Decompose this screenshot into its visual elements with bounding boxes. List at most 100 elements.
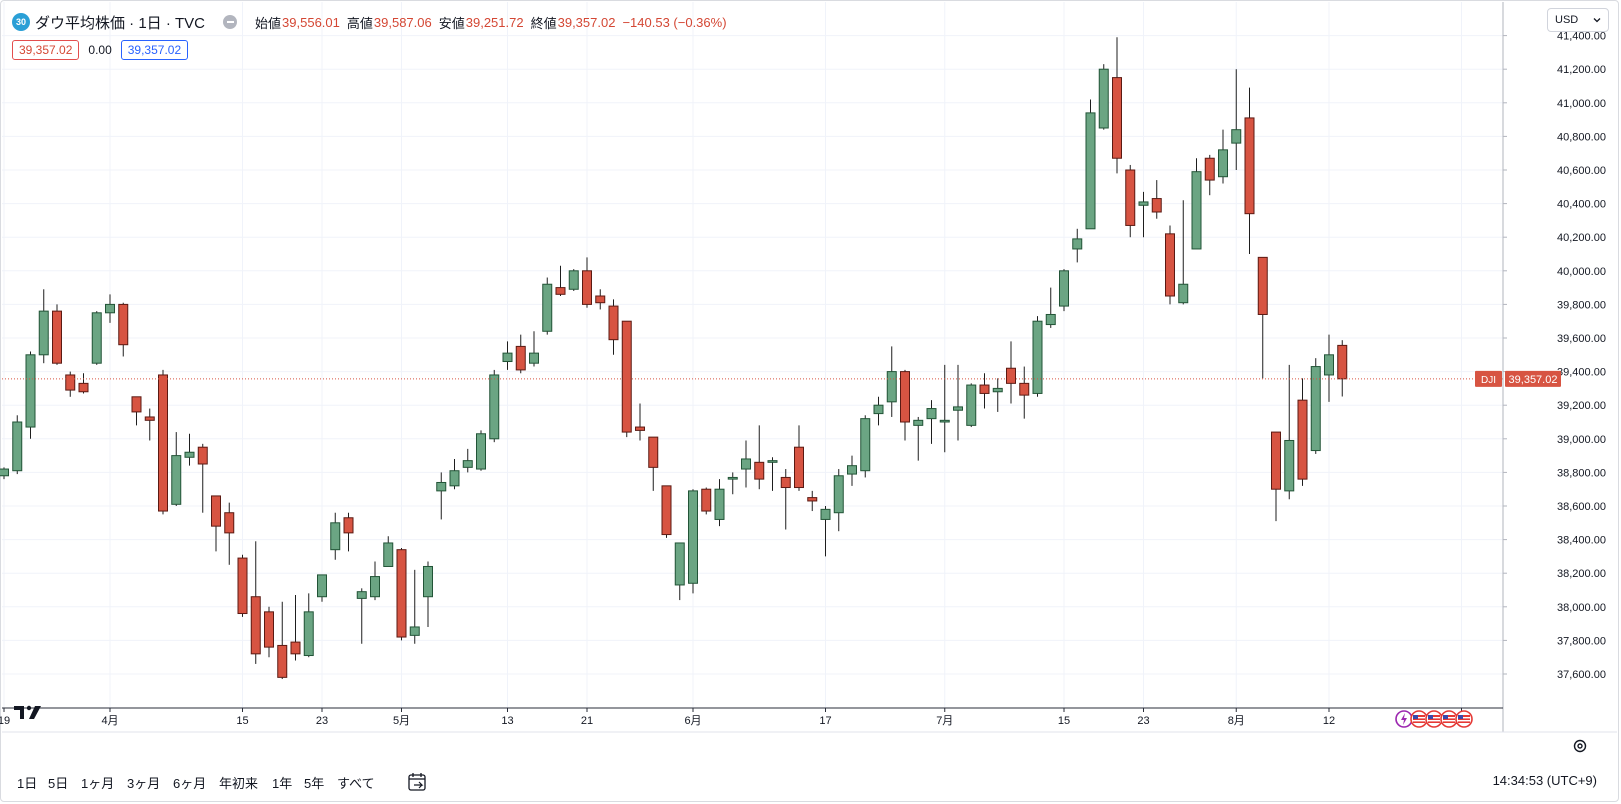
candle[interactable] [555, 265, 566, 296]
candle[interactable] [1045, 287, 1056, 328]
candle[interactable] [343, 512, 354, 552]
candle[interactable] [436, 472, 447, 520]
candle[interactable] [1098, 64, 1109, 130]
candle[interactable] [449, 458, 460, 490]
candle[interactable] [807, 490, 818, 512]
candle[interactable] [780, 469, 791, 530]
sell-price-button[interactable]: 39,357.02 [12, 40, 80, 60]
candle[interactable] [860, 415, 871, 478]
candle[interactable] [794, 425, 804, 491]
candle[interactable] [833, 469, 844, 532]
candle[interactable] [356, 588, 367, 644]
candle[interactable] [661, 485, 672, 538]
candle[interactable] [118, 302, 129, 357]
currency-selector[interactable]: USD [1547, 8, 1609, 32]
candle[interactable] [1178, 200, 1189, 305]
candle[interactable] [926, 400, 937, 444]
candle[interactable] [1310, 358, 1321, 454]
candle[interactable] [1257, 256, 1268, 379]
candle[interactable] [939, 364, 950, 453]
candle[interactable] [953, 364, 963, 441]
candle[interactable] [224, 502, 235, 565]
candle[interactable] [727, 472, 738, 495]
candle[interactable] [1271, 431, 1281, 522]
candle[interactable] [197, 443, 208, 513]
candle[interactable] [409, 569, 420, 644]
candle[interactable] [0, 467, 9, 480]
candle[interactable] [383, 536, 394, 567]
candle[interactable] [648, 436, 659, 491]
candle[interactable] [1032, 316, 1043, 397]
candle[interactable] [65, 371, 76, 397]
candle[interactable] [688, 489, 698, 594]
candle[interactable] [131, 396, 142, 426]
calendar-goto-icon[interactable] [407, 772, 429, 792]
buy-price-button[interactable]: 39,357.02 [120, 40, 189, 60]
timeframe-5y-button[interactable]: 5年 [304, 776, 325, 791]
candle[interactable] [873, 396, 884, 426]
candle[interactable] [979, 373, 990, 409]
candle[interactable] [184, 433, 195, 466]
symbol-title[interactable]: ダウ平均株価 · 1日 · TVC [35, 14, 206, 32]
candle[interactable] [1244, 87, 1255, 254]
candle[interactable] [515, 334, 526, 374]
candle[interactable] [767, 457, 778, 491]
timeframe-1y-button[interactable]: 1年 [272, 776, 293, 791]
candle[interactable] [1151, 180, 1162, 219]
candle[interactable] [1138, 191, 1149, 238]
candle[interactable] [105, 294, 115, 323]
candle[interactable] [303, 593, 314, 658]
timeframe-6m-button[interactable]: 6ヶ月 [173, 776, 207, 791]
candle[interactable] [1297, 378, 1308, 486]
candle[interactable] [78, 373, 89, 394]
timeframe-3m-button[interactable]: 3ヶ月 [127, 776, 161, 791]
collapse-legend-icon[interactable] [223, 15, 238, 29]
timeframe-1m-button[interactable]: 1ヶ月 [81, 776, 115, 791]
candle[interactable] [754, 425, 765, 490]
candle[interactable] [568, 269, 579, 291]
candle[interactable] [1165, 225, 1175, 305]
candle[interactable] [595, 289, 606, 310]
candle[interactable] [1191, 158, 1202, 250]
candle[interactable] [900, 369, 910, 441]
candle[interactable] [886, 346, 897, 417]
candle[interactable] [1006, 341, 1016, 404]
clock-timezone[interactable]: 14:34:53 (UTC+9) [1492, 773, 1597, 788]
candle[interactable] [502, 341, 513, 370]
timeframe-ytd-button[interactable]: 年初来 [219, 776, 259, 791]
candle[interactable] [701, 487, 712, 515]
candle[interactable] [158, 369, 168, 515]
candle[interactable] [1284, 364, 1295, 500]
candle[interactable] [1085, 99, 1096, 230]
candle[interactable] [277, 601, 288, 680]
candle[interactable] [144, 408, 155, 441]
candle[interactable] [913, 416, 924, 461]
candle[interactable] [582, 257, 592, 308]
candle[interactable] [1218, 129, 1228, 184]
candle[interactable] [529, 331, 539, 367]
candle[interactable] [476, 430, 486, 471]
candle[interactable] [1112, 37, 1122, 174]
candle[interactable] [1324, 334, 1334, 402]
candle[interactable] [1125, 164, 1136, 238]
candles[interactable] [0, 37, 1348, 680]
timeframe-all-button[interactable]: すべて [337, 776, 375, 791]
candle[interactable] [992, 378, 1003, 412]
candle[interactable] [1337, 340, 1348, 397]
tradingview-logo[interactable] [14, 704, 46, 720]
candle[interactable] [966, 383, 977, 428]
candle[interactable] [237, 554, 248, 617]
candle[interactable] [171, 432, 182, 506]
candle[interactable] [12, 415, 23, 475]
candle[interactable] [52, 304, 62, 365]
candle[interactable] [489, 369, 500, 443]
candle[interactable] [370, 561, 380, 601]
candle[interactable] [38, 289, 49, 364]
candle[interactable] [608, 299, 619, 355]
candle[interactable] [250, 541, 261, 664]
candle[interactable] [1072, 228, 1083, 263]
candle[interactable] [264, 606, 274, 658]
candle[interactable] [423, 561, 433, 627]
candle[interactable] [741, 440, 751, 488]
